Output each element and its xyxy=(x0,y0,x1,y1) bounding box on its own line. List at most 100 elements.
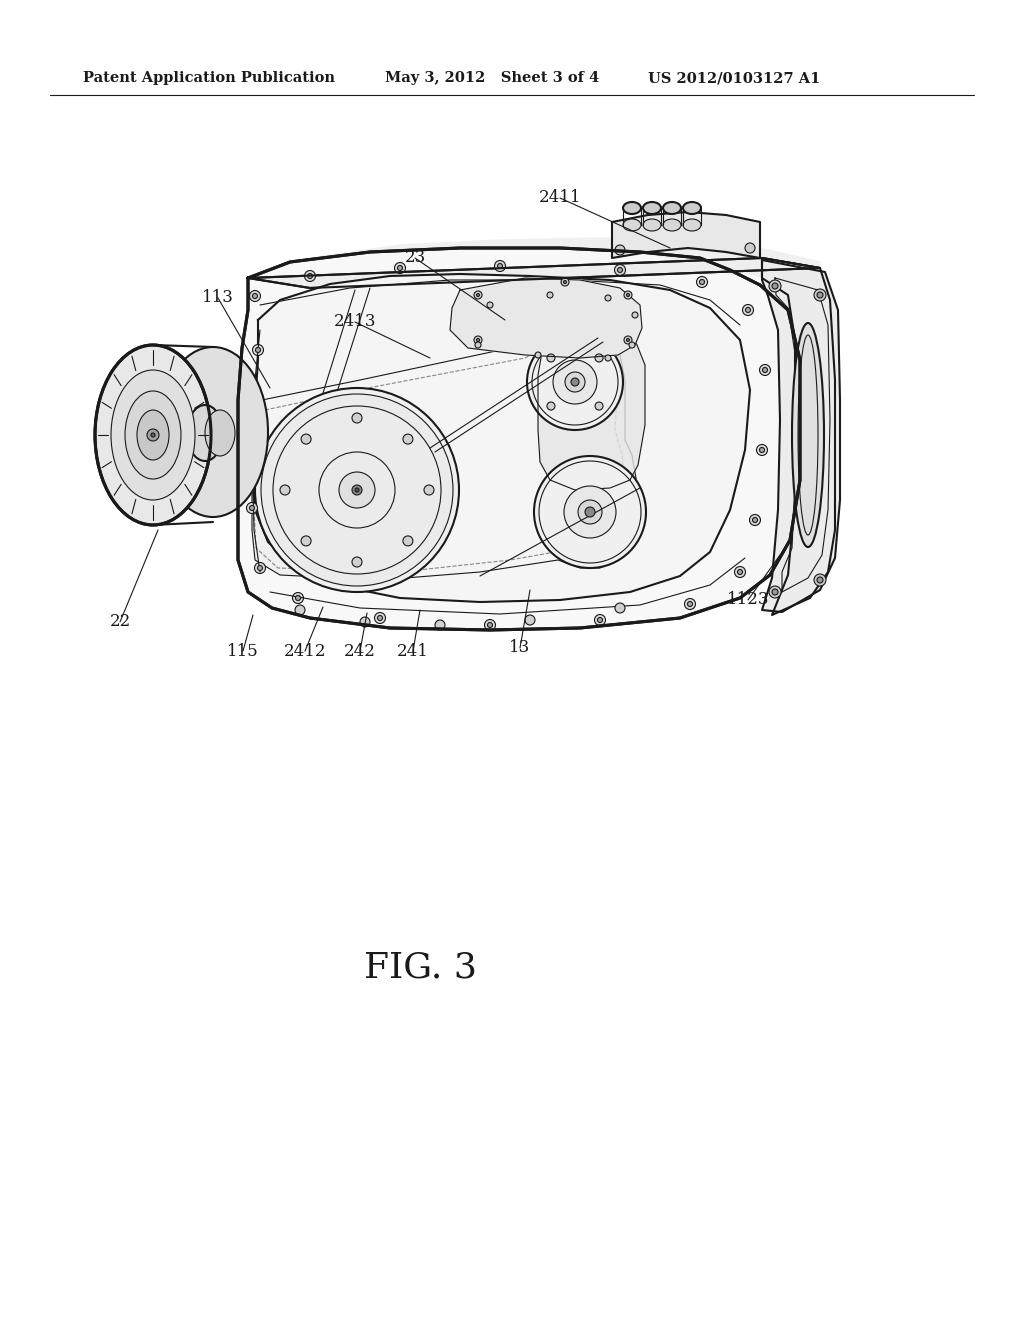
Ellipse shape xyxy=(137,411,169,459)
Circle shape xyxy=(253,293,257,298)
Circle shape xyxy=(535,352,541,358)
Circle shape xyxy=(617,268,623,272)
Ellipse shape xyxy=(792,323,824,546)
Circle shape xyxy=(304,271,315,281)
Circle shape xyxy=(595,615,605,626)
Circle shape xyxy=(402,434,413,444)
Circle shape xyxy=(769,586,781,598)
Circle shape xyxy=(547,354,555,362)
Circle shape xyxy=(147,429,159,441)
Circle shape xyxy=(256,347,260,352)
Circle shape xyxy=(352,557,362,568)
Circle shape xyxy=(296,595,300,601)
Polygon shape xyxy=(248,238,820,285)
Circle shape xyxy=(547,292,553,298)
Circle shape xyxy=(435,620,445,630)
Circle shape xyxy=(817,292,823,298)
Circle shape xyxy=(734,566,745,578)
Circle shape xyxy=(476,338,479,342)
Circle shape xyxy=(280,484,290,495)
Circle shape xyxy=(760,364,770,375)
Circle shape xyxy=(250,290,260,301)
Circle shape xyxy=(814,289,826,301)
Ellipse shape xyxy=(95,345,211,525)
Circle shape xyxy=(624,337,632,345)
Circle shape xyxy=(301,434,311,444)
Circle shape xyxy=(255,562,265,573)
Circle shape xyxy=(742,305,754,315)
Circle shape xyxy=(487,623,493,627)
Ellipse shape xyxy=(683,219,701,231)
Circle shape xyxy=(614,264,626,276)
Text: 241: 241 xyxy=(397,643,429,660)
Circle shape xyxy=(293,593,303,603)
Circle shape xyxy=(534,455,646,568)
Ellipse shape xyxy=(663,219,681,231)
Circle shape xyxy=(495,260,506,272)
Text: US 2012/0103127 A1: US 2012/0103127 A1 xyxy=(648,71,820,84)
Circle shape xyxy=(250,506,255,511)
Circle shape xyxy=(737,569,742,574)
Polygon shape xyxy=(762,257,835,615)
Circle shape xyxy=(696,276,708,288)
Text: 13: 13 xyxy=(509,639,530,656)
Ellipse shape xyxy=(111,370,195,500)
Text: May 3, 2012   Sheet 3 of 4: May 3, 2012 Sheet 3 of 4 xyxy=(385,71,599,84)
Circle shape xyxy=(684,598,695,610)
Polygon shape xyxy=(538,325,645,490)
Circle shape xyxy=(352,484,362,495)
Circle shape xyxy=(564,486,616,539)
Text: 113: 113 xyxy=(202,289,233,306)
Circle shape xyxy=(769,280,781,292)
Circle shape xyxy=(474,290,482,300)
Circle shape xyxy=(632,312,638,318)
Circle shape xyxy=(745,243,755,253)
Ellipse shape xyxy=(205,411,234,455)
Circle shape xyxy=(360,616,370,627)
Circle shape xyxy=(629,342,635,348)
Circle shape xyxy=(565,372,585,392)
Circle shape xyxy=(699,280,705,285)
Circle shape xyxy=(397,265,402,271)
Ellipse shape xyxy=(623,219,641,231)
Circle shape xyxy=(498,264,503,268)
Circle shape xyxy=(760,447,765,453)
Polygon shape xyxy=(248,257,820,288)
Polygon shape xyxy=(762,260,840,612)
Circle shape xyxy=(750,515,761,525)
Circle shape xyxy=(745,308,751,313)
Circle shape xyxy=(307,273,312,279)
Circle shape xyxy=(817,577,823,583)
Circle shape xyxy=(355,488,359,492)
Circle shape xyxy=(597,618,602,623)
Circle shape xyxy=(585,507,595,517)
Circle shape xyxy=(772,282,778,289)
Circle shape xyxy=(255,388,459,591)
Circle shape xyxy=(615,603,625,612)
Text: 2411: 2411 xyxy=(539,190,582,206)
Circle shape xyxy=(151,433,155,437)
Text: 115: 115 xyxy=(227,643,259,660)
Ellipse shape xyxy=(158,347,268,517)
Circle shape xyxy=(402,536,413,546)
Circle shape xyxy=(484,619,496,631)
Circle shape xyxy=(687,602,692,606)
Circle shape xyxy=(257,565,262,570)
Circle shape xyxy=(615,246,625,255)
Circle shape xyxy=(394,263,406,273)
Ellipse shape xyxy=(683,202,701,214)
Circle shape xyxy=(753,517,758,523)
Circle shape xyxy=(487,302,493,308)
Circle shape xyxy=(627,293,630,297)
Polygon shape xyxy=(450,279,642,358)
Ellipse shape xyxy=(187,405,223,461)
Polygon shape xyxy=(612,213,760,257)
Circle shape xyxy=(378,615,383,620)
Circle shape xyxy=(605,294,611,301)
Polygon shape xyxy=(252,338,638,579)
Circle shape xyxy=(253,425,257,430)
Ellipse shape xyxy=(643,202,662,214)
Circle shape xyxy=(476,293,479,297)
Ellipse shape xyxy=(125,391,181,479)
Circle shape xyxy=(475,342,481,348)
